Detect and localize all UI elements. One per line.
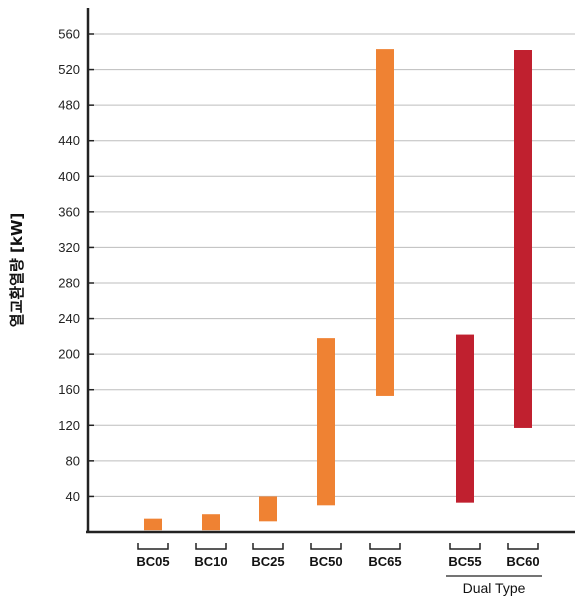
y-tick-label-280: 280 <box>58 276 80 291</box>
range-bar-bc60 <box>514 50 532 428</box>
y-tick-label-240: 240 <box>58 311 80 326</box>
x-bracket-bc60 <box>507 543 539 550</box>
x-bracket-bc05 <box>137 543 169 550</box>
y-tick-labels: 40 80 120 160 200 240 280 320 360 400 440 480 520 560 <box>58 27 94 504</box>
x-tick-label-bc55: BC55 <box>448 554 481 569</box>
y-tick-label-200: 200 <box>58 347 80 362</box>
y-tick-label-160: 160 <box>58 382 80 397</box>
y-tick-label-120: 120 <box>58 418 80 433</box>
x-tick-label-bc65: BC65 <box>368 554 401 569</box>
range-bar-bc65 <box>376 49 394 396</box>
x-bracket-bc55 <box>449 543 481 550</box>
y-tick-label-80: 80 <box>66 453 80 468</box>
y-axis-label: 열교환열량 [kW] <box>8 213 26 327</box>
y-tick-label-440: 440 <box>58 133 80 148</box>
x-tick-label-bc50: BC50 <box>309 554 342 569</box>
y-tick-label-480: 480 <box>58 98 80 113</box>
dual-type-label: Dual Type <box>463 580 526 596</box>
x-tick-label-bc60: BC60 <box>506 554 539 569</box>
y-tick-label-560: 560 <box>58 27 80 42</box>
x-bracket-bc50 <box>310 543 342 550</box>
range-bars <box>144 49 532 531</box>
x-bracket-bc25 <box>252 543 284 550</box>
range-bar-bc25 <box>259 496 277 522</box>
x-bracket-bc10 <box>195 543 227 550</box>
x-tick-labels: BC05 BC10 BC25 BC50 BC65 BC55 BC60 <box>136 543 540 569</box>
y-tick-label-360: 360 <box>58 204 80 219</box>
x-tick-label-bc05: BC05 <box>136 554 169 569</box>
x-bracket-bc65 <box>369 543 401 550</box>
y-tick-label-400: 400 <box>58 169 80 184</box>
range-bar-bc50 <box>317 338 335 506</box>
y-tick-label-520: 520 <box>58 62 80 77</box>
y-tick-label-40: 40 <box>66 489 80 504</box>
x-tick-label-bc10: BC10 <box>194 554 227 569</box>
range-bar-bc10 <box>202 514 220 531</box>
dual-type-group: Dual Type <box>446 575 542 596</box>
range-bar-bc05 <box>144 518 162 531</box>
x-tick-label-bc25: BC25 <box>251 554 284 569</box>
range-bar-bc55 <box>456 334 474 503</box>
y-tick-label-320: 320 <box>58 240 80 255</box>
axes <box>86 8 575 534</box>
